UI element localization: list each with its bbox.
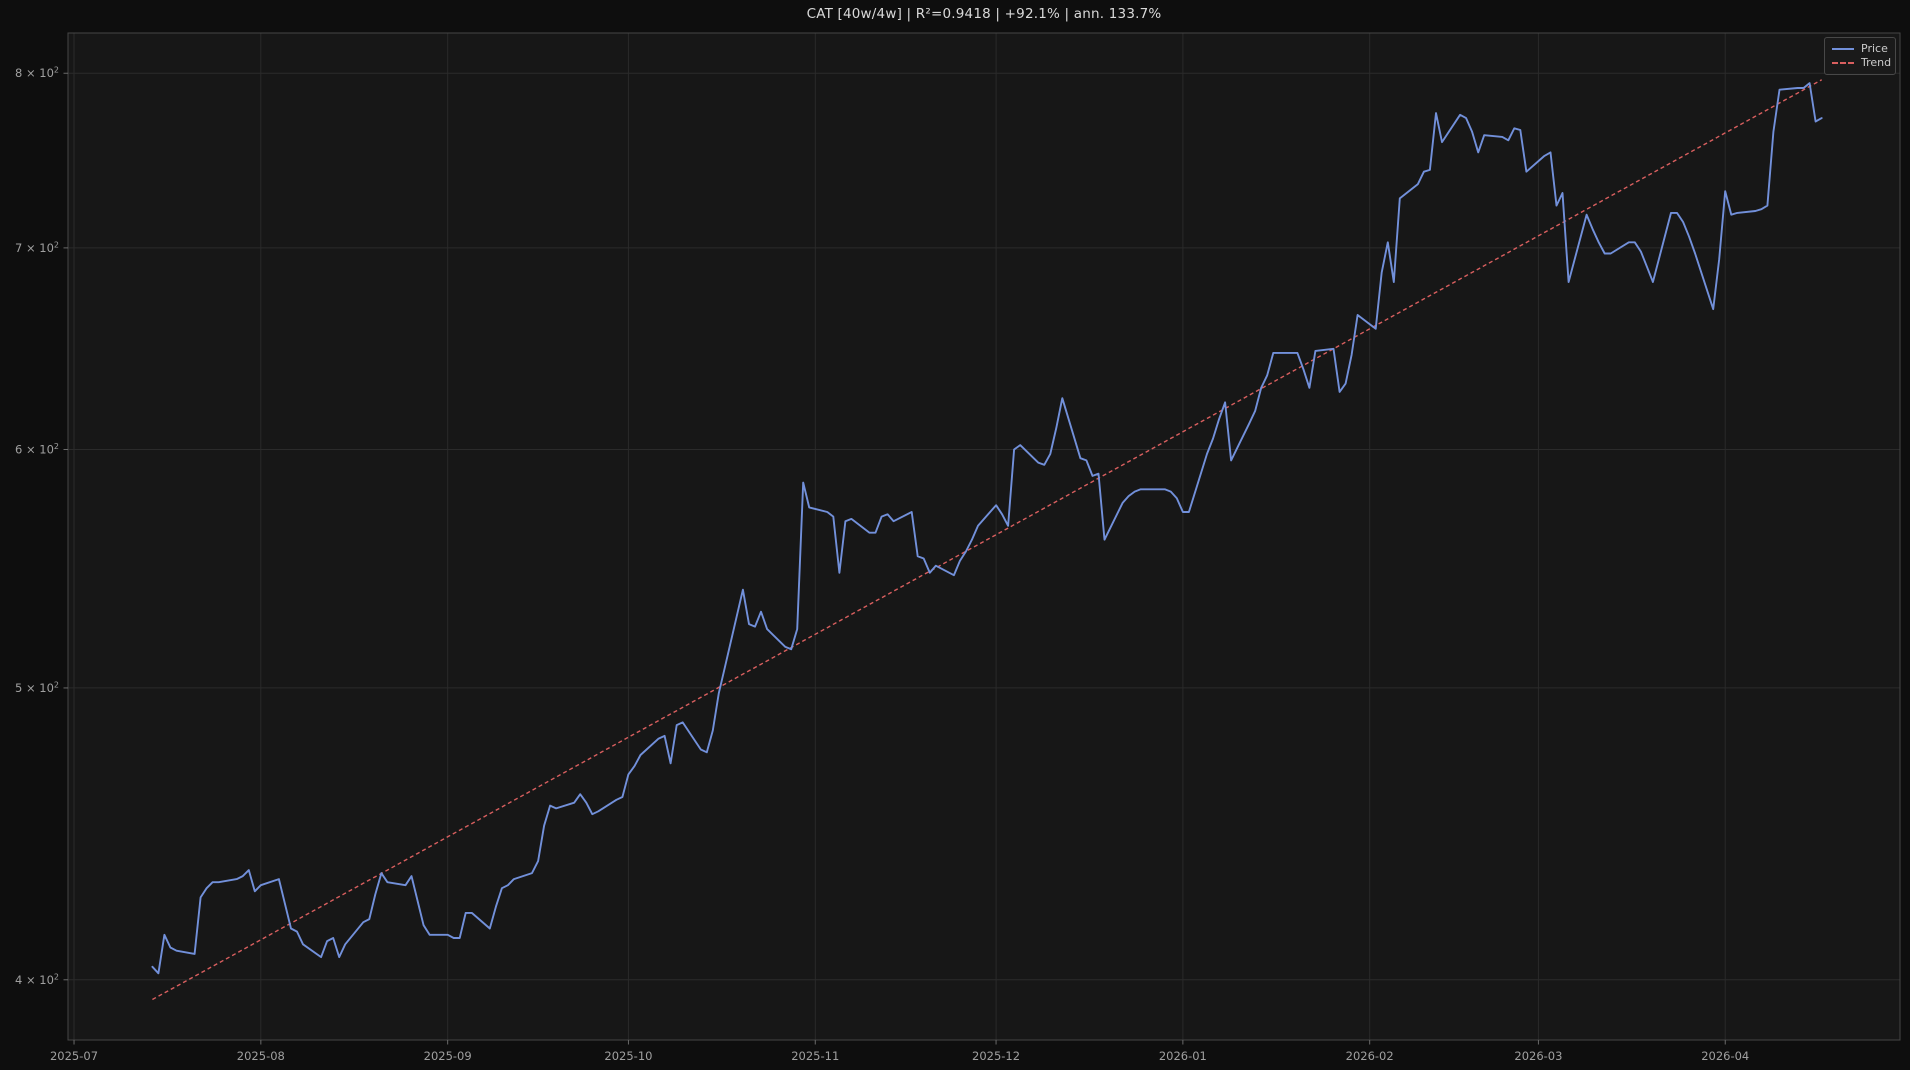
trend-line-swatch [1832, 62, 1854, 64]
y-tick-label: 4 × 102 [15, 972, 59, 987]
legend-item-trend: Trend [1832, 56, 1892, 70]
legend-label-price: Price [1861, 42, 1888, 55]
x-tick-label: 2025-07 [50, 1049, 98, 1063]
y-tick-label: 7 × 102 [15, 240, 59, 255]
chart-title: CAT [40w/4w] | R²=0.9418 | +92.1% | ann.… [806, 6, 1162, 22]
legend: Price Trend [1824, 37, 1896, 75]
trend-line [152, 79, 1823, 1001]
x-tick-label: 2026-03 [1514, 1049, 1562, 1063]
axes-background [68, 33, 1900, 1040]
y-tick-label: 8 × 102 [15, 66, 59, 81]
x-tick-label: 2025-12 [972, 1049, 1020, 1063]
x-tick-label: 2025-08 [237, 1049, 285, 1063]
price-line [151, 82, 1823, 975]
x-tick-label: 2026-04 [1701, 1049, 1749, 1063]
x-tick-label: 2025-09 [424, 1049, 472, 1063]
y-tick-label: 5 × 102 [15, 680, 59, 695]
axes-spines [67, 32, 1901, 1041]
x-tick-label: 2025-11 [791, 1049, 839, 1063]
x-tick-label: 2026-01 [1159, 1049, 1207, 1063]
price-line-swatch [1832, 48, 1854, 50]
legend-item-price: Price [1832, 42, 1888, 56]
legend-label-trend: Trend [1861, 56, 1892, 69]
x-tick-label: 2026-02 [1346, 1049, 1394, 1063]
x-tick-label: 2025-10 [604, 1049, 652, 1063]
y-tick-label: 6 × 102 [15, 442, 59, 457]
